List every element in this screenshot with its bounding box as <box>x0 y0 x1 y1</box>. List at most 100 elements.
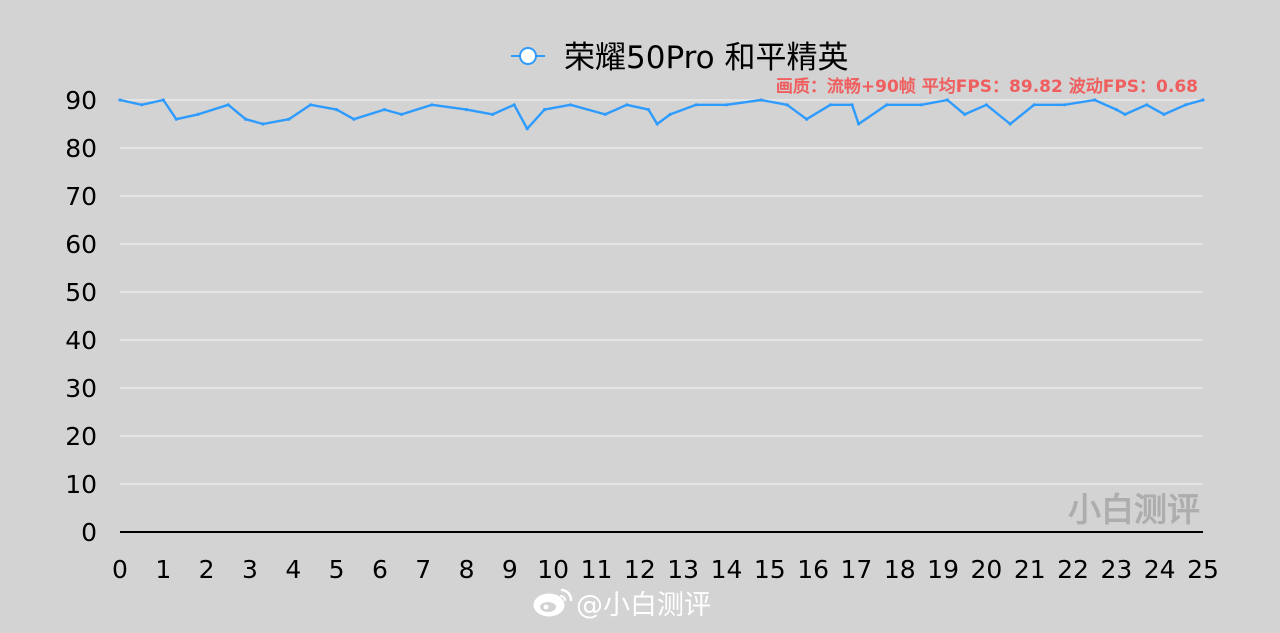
x-tick-label: 18 <box>884 555 916 584</box>
x-tick-label: 2 <box>199 555 215 584</box>
x-tick-label: 24 <box>1144 555 1176 584</box>
data-point <box>174 117 178 121</box>
data-point <box>945 98 950 102</box>
data-point <box>694 103 698 107</box>
data-point <box>1093 98 1097 102</box>
x-tick-label: 17 <box>841 555 873 584</box>
y-tick-label: 70 <box>65 182 97 211</box>
legend-label: 荣耀50Pro 和平精英 <box>564 40 848 76</box>
data-point <box>335 108 339 112</box>
x-tick-label: 9 <box>502 555 518 584</box>
x-tick-label: 7 <box>415 555 431 584</box>
data-point <box>646 108 651 112</box>
x-tick-label: 4 <box>285 555 301 584</box>
y-tick-label: 20 <box>65 422 97 451</box>
data-point <box>1184 103 1188 107</box>
data-point <box>857 122 861 126</box>
data-point <box>400 112 404 116</box>
data-point <box>542 108 547 112</box>
x-tick-label: 19 <box>927 555 959 584</box>
x-tick-label: 1 <box>155 555 171 584</box>
data-point <box>352 117 356 121</box>
data-point <box>140 103 144 107</box>
data-point <box>1145 103 1149 107</box>
data-point <box>1062 103 1066 107</box>
data-point <box>885 103 889 107</box>
x-tick-label: 23 <box>1100 555 1132 584</box>
data-point <box>1123 112 1127 116</box>
data-point <box>963 112 967 116</box>
data-point <box>805 117 809 121</box>
data-point <box>161 98 165 102</box>
data-point <box>655 122 659 126</box>
data-point <box>118 98 122 102</box>
data-point <box>1162 112 1166 116</box>
data-point <box>1114 108 1118 112</box>
x-tick-label: 25 <box>1187 555 1219 584</box>
x-tick-label: 0 <box>112 555 128 584</box>
data-point <box>568 103 573 107</box>
y-tick-label: 60 <box>65 230 97 259</box>
x-tick-label: 22 <box>1057 555 1089 584</box>
weibo-logo-icon <box>533 588 573 617</box>
data-point <box>984 103 989 107</box>
x-tick-label: 21 <box>1014 555 1046 584</box>
data-point <box>465 108 469 112</box>
data-point <box>512 103 516 107</box>
series-layer <box>119 98 1204 130</box>
data-point <box>850 103 854 107</box>
data-point <box>382 108 386 112</box>
y-tick-label: 10 <box>65 470 97 499</box>
x-tick-label: 15 <box>754 555 786 584</box>
data-point <box>1008 122 1012 126</box>
data-point <box>625 103 629 107</box>
x-tick-label: 11 <box>581 555 613 584</box>
footer-attribution: @小白测评 <box>533 588 711 621</box>
data-point <box>668 112 672 116</box>
x-tick-label: 20 <box>970 555 1002 584</box>
y-tick-label: 0 <box>81 518 97 547</box>
data-point <box>1201 98 1205 102</box>
data-point <box>491 112 495 116</box>
legend: 荣耀50Pro 和平精英 <box>511 40 848 76</box>
y-tick-label: 80 <box>65 134 97 163</box>
footer-handle: @小白测评 <box>576 590 711 621</box>
y-tick-label: 50 <box>65 278 97 307</box>
data-point <box>261 122 265 126</box>
data-point <box>309 103 313 107</box>
data-point <box>226 103 230 107</box>
x-tick-label: 6 <box>372 555 388 584</box>
data-point <box>430 103 434 107</box>
data-point <box>828 103 833 107</box>
y-tick-label: 90 <box>65 86 97 115</box>
grid-layer <box>120 99 1203 485</box>
x-tick-label: 10 <box>537 555 569 584</box>
watermark-text: 小白测评 <box>1068 490 1200 529</box>
data-point <box>785 103 789 107</box>
data-point <box>287 117 291 121</box>
x-tick-label: 12 <box>624 555 656 584</box>
x-tick-label: 8 <box>459 555 475 584</box>
chart-annotation: 画质：流畅+90帧 平均FPS：89.82 波动FPS：0.68 <box>776 76 1198 97</box>
data-point <box>244 117 248 121</box>
legend-marker-icon <box>519 47 537 65</box>
data-point <box>1032 103 1036 107</box>
x-tick-label: 13 <box>667 555 699 584</box>
x-tick-label: 3 <box>242 555 258 584</box>
point-layer <box>118 98 1205 131</box>
data-point <box>603 112 607 116</box>
data-point <box>525 127 529 131</box>
data-point <box>919 103 924 107</box>
series-line <box>119 98 1204 130</box>
y-tick-label: 40 <box>65 326 97 355</box>
y-tick-label: 30 <box>65 374 97 403</box>
x-tick-label: 5 <box>329 555 345 584</box>
data-point <box>724 103 729 107</box>
x-tick-label: 14 <box>711 555 743 584</box>
x-tick-label: 16 <box>797 555 829 584</box>
data-point <box>196 112 200 116</box>
data-point <box>759 98 763 102</box>
